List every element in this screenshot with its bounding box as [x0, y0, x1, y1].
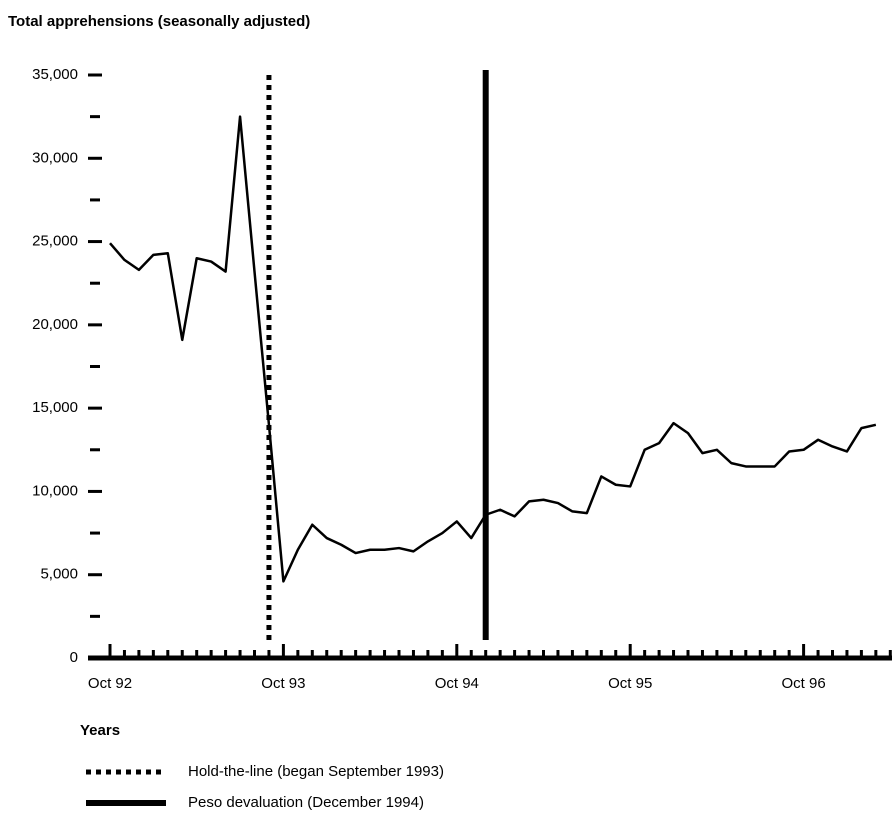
x-tick-label: Oct 92 — [88, 675, 132, 692]
legend-label: Hold-the-line (began September 1993) — [188, 763, 444, 780]
y-tick-label: 25,000 — [32, 233, 78, 250]
x-axis-label: Years — [80, 722, 120, 739]
chart-title: Total apprehensions (seasonally adjusted… — [8, 13, 310, 30]
y-tick-label: 35,000 — [32, 66, 78, 83]
y-tick-label: 20,000 — [32, 316, 78, 333]
y-tick-label: 5,000 — [40, 566, 78, 583]
x-tick-label: Oct 93 — [261, 675, 305, 692]
x-tick-label: Oct 94 — [435, 675, 479, 692]
y-tick-label: 10,000 — [32, 482, 78, 499]
x-tick-label: Oct 95 — [608, 675, 652, 692]
x-tick-label: Oct 96 — [782, 675, 826, 692]
legend-label: Peso devaluation (December 1994) — [188, 794, 424, 811]
data-line — [109, 115, 877, 583]
y-tick-label: 0 — [70, 649, 78, 666]
y-tick-label: 30,000 — [32, 149, 78, 166]
y-tick-label: 15,000 — [32, 399, 78, 416]
